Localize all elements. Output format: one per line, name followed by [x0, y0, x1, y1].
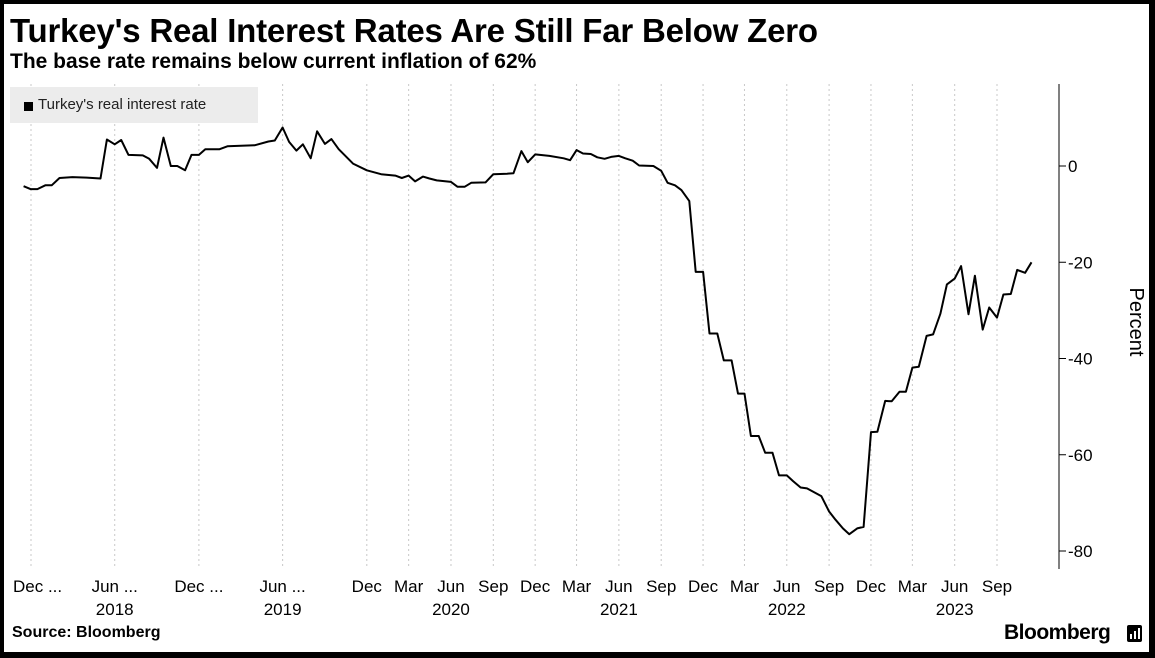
x-tick-year-label: 2018 — [96, 600, 134, 619]
x-tick-label: Jun — [605, 577, 632, 596]
x-tick-year-label: 2020 — [432, 600, 470, 619]
x-tick-label: Jun ... — [92, 577, 138, 596]
x-tick-label: Dec — [520, 577, 551, 596]
x-tick-year-label: 2021 — [600, 600, 638, 619]
x-tick-label: Mar — [562, 577, 592, 596]
chart-frame: Turkey's Real Interest Rates Are Still F… — [4, 4, 1149, 652]
chart-title: Turkey's Real Interest Rates Are Still F… — [10, 12, 818, 49]
bloomberg-terminal-icon — [1127, 625, 1142, 642]
legend-label: Turkey's real interest rate — [38, 96, 207, 113]
x-tick-year-label: 2022 — [768, 600, 806, 619]
source-note: Source: Bloomberg — [12, 624, 161, 641]
y-tick-label: -20 — [1068, 253, 1093, 272]
legend: Turkey's real interest rate — [10, 87, 258, 123]
y-axis-label: Percent — [1125, 288, 1147, 357]
gridlines — [30, 84, 998, 569]
x-tick-label: Sep — [814, 577, 844, 596]
x-tick-label: Sep — [478, 577, 508, 596]
brand-logo: Bloomberg — [1004, 621, 1111, 644]
x-tick-label: Dec — [856, 577, 887, 596]
x-tick-label: Mar — [394, 577, 424, 596]
x-tick-label: Jun — [941, 577, 968, 596]
chart-subtitle: The base rate remains below current infl… — [10, 50, 537, 73]
x-tick-label: Dec ... — [13, 577, 62, 596]
y-tick-label: -80 — [1068, 542, 1093, 561]
x-tick-year-label: 2023 — [936, 600, 974, 619]
x-tick-label: Mar — [730, 577, 760, 596]
x-tick-label: Jun ... — [259, 577, 305, 596]
y-tick-label: -40 — [1068, 350, 1093, 369]
x-tick-label: Mar — [898, 577, 928, 596]
x-tick-label: Dec ... — [174, 577, 223, 596]
legend-swatch — [24, 102, 33, 111]
line-chart: 0 -20 -40 -60 -80 Percent Dec ... Jun ... 2018… — [13, 84, 1147, 619]
y-tick-label: 0 — [1068, 157, 1077, 176]
x-tick-label: Dec — [352, 577, 383, 596]
x-tick-label: Dec — [688, 577, 719, 596]
x-axis-ticks: Dec ... Jun ... 2018 Dec ... Jun ... 2019 Dec M… — [13, 577, 1012, 619]
x-tick-label: Jun — [437, 577, 464, 596]
x-tick-label: Sep — [646, 577, 676, 596]
x-tick-label: Jun — [773, 577, 800, 596]
series-line-real-interest-rate — [23, 126, 1033, 536]
x-tick-label: Sep — [982, 577, 1012, 596]
x-tick-year-label: 2019 — [264, 600, 302, 619]
y-tick-label: -60 — [1068, 446, 1093, 465]
y-axis-ticks: 0 -20 -40 -60 -80 — [1059, 157, 1093, 561]
